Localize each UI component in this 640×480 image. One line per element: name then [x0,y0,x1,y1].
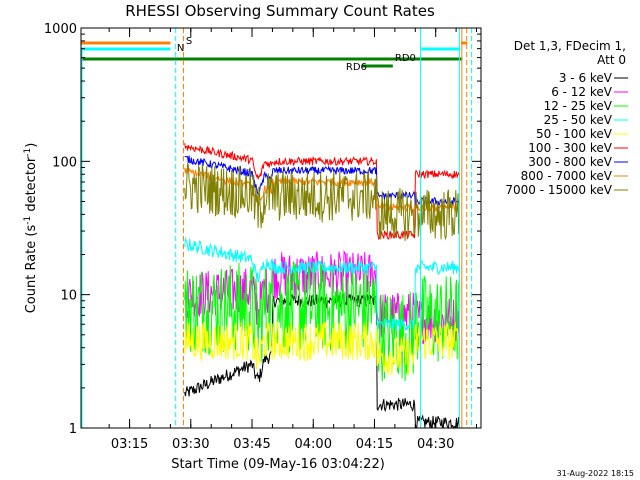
annotation-s: S [186,36,192,47]
x-tick-label: 04:30 [417,437,454,452]
annotation-rd0: RD0 [395,53,416,64]
legend-label: 7000 - 15000 keV [505,183,612,197]
annotation-rd6: RD6 [346,62,367,73]
series-line [184,155,460,206]
series-line [184,261,460,382]
x-tick-label: 04:15 [356,437,393,452]
plot-frame [80,27,482,429]
chart-title: RHESSI Observing Summary Count Rates [125,2,435,20]
legend-label: 50 - 100 keV [536,127,613,141]
y-axis: 1 10 100 1000 [44,22,481,437]
legend-label: 3 - 6 keV [559,71,613,85]
legend-label: 800 - 7000 keV [521,169,613,183]
legend-title-line1: Det 1,3, FDecim 1, [514,39,626,53]
legend-label: 25 - 50 keV [544,113,613,127]
y-tick-label: 10 [60,289,77,304]
series-line [184,320,460,376]
x-tick-label: 03:15 [111,437,148,452]
legend-title-line2: Att 0 [597,53,626,67]
x-tick-label: 03:45 [233,437,270,452]
annotation-n: N [177,43,184,54]
y-axis-label: Count Rate (s-1 detector-1) [23,143,39,314]
x-tick-label: 03:30 [172,437,209,452]
series-line [184,143,460,240]
legend-label: 6 - 12 keV [551,85,613,99]
legend-label: 12 - 25 keV [544,99,613,113]
series-line [184,162,460,241]
series-line [184,236,460,331]
legend-label: 100 - 300 keV [528,141,612,155]
footer-timestamp: 31-Aug-2022 18:15 [557,469,634,478]
plot-area: SN RD0 RD6 [81,28,473,430]
x-tick-label: 04:00 [295,437,332,452]
y-tick-label: 1 [69,422,77,437]
x-axis: 03:15 03:30 03:45 04:00 04:15 04:30 [108,28,478,452]
y-tick-label: 1000 [44,22,77,37]
x-axis-label: Start Time (09-May-16 03:04:22) [171,457,385,472]
legend-label: 300 - 800 keV [528,155,612,169]
y-tick-label: 100 [52,155,77,170]
